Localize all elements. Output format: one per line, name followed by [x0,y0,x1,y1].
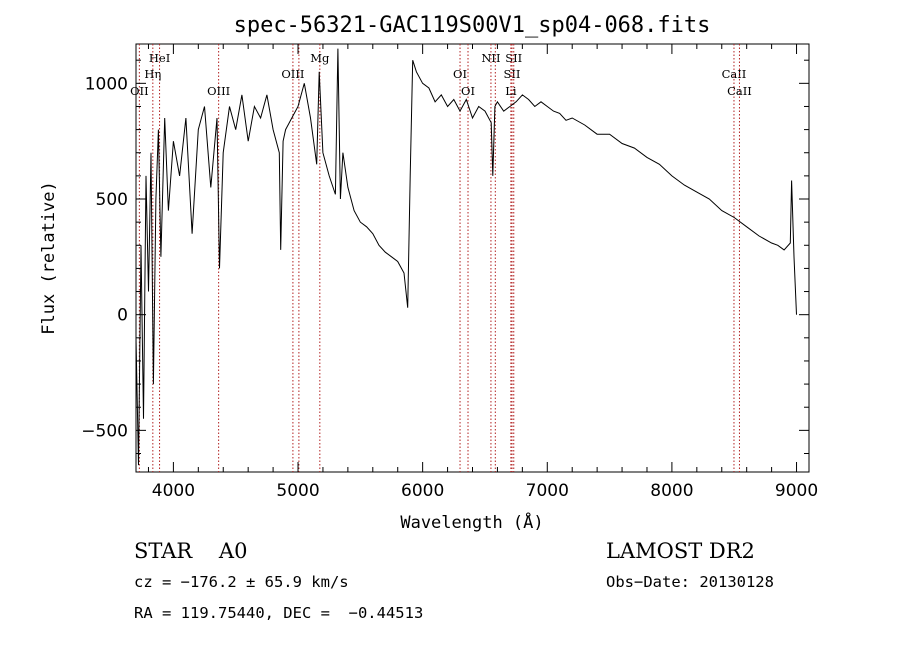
line-marker-label: Hη [144,67,161,81]
line-marker-label: NII [481,51,500,65]
x-tick-label: 8000 [650,481,693,501]
line-marker-label: CaII [722,67,747,81]
line-marker-label: OI [461,84,475,98]
line-marker-label: OIII [207,84,230,98]
spectrum-line [135,48,797,466]
line-marker-label: OII [130,84,149,98]
line-markers: HeI Hη OII OIII OIII Mg OI OI NII SII SII Li CaII CaI… [130,44,752,472]
y-tick-label: 1000 [85,74,128,94]
x-tick-label: 7000 [526,481,569,501]
y-tick-label: −500 [81,421,128,441]
axis-ticks [136,44,809,472]
x-tick-label: 9000 [775,481,818,501]
y-axis-label: Flux (relative) [39,181,59,335]
line-marker-label: SII [504,67,521,81]
line-marker-label: OIII [281,67,304,81]
x-tick-label: 6000 [401,481,444,501]
x-tick-label: 4000 [152,481,195,501]
axis-tick-labels: 4000 5000 6000 7000 8000 9000 −500 0 500 1000 [81,74,818,501]
line-marker-label: Li [505,84,517,98]
line-marker-label: OI [453,67,467,81]
survey-label: LAMOST DR2 [606,539,755,563]
coordinates-text: RA = 119.75440, DEC = −0.44513 [134,604,424,622]
obs-date-text: Obs−Date: 20130128 [606,573,774,591]
line-marker-label: Mg [310,51,330,65]
x-axis-label: Wavelength (Å) [400,511,543,533]
y-tick-label: 500 [96,190,128,210]
x-tick-label: 5000 [276,481,319,501]
redshift-text: cz = −176.2 ± 65.9 km/s [134,573,349,591]
classification-label: STAR A0 [134,539,248,563]
plot-frame [135,43,810,473]
line-marker-label: CaII [727,84,752,98]
y-tick-label: 0 [117,306,128,326]
line-marker-label: SII [505,51,522,65]
line-marker-label: HeI [149,51,170,65]
chart-title: spec-56321-GAC119S00V1_sp04-068.fits [234,13,711,38]
